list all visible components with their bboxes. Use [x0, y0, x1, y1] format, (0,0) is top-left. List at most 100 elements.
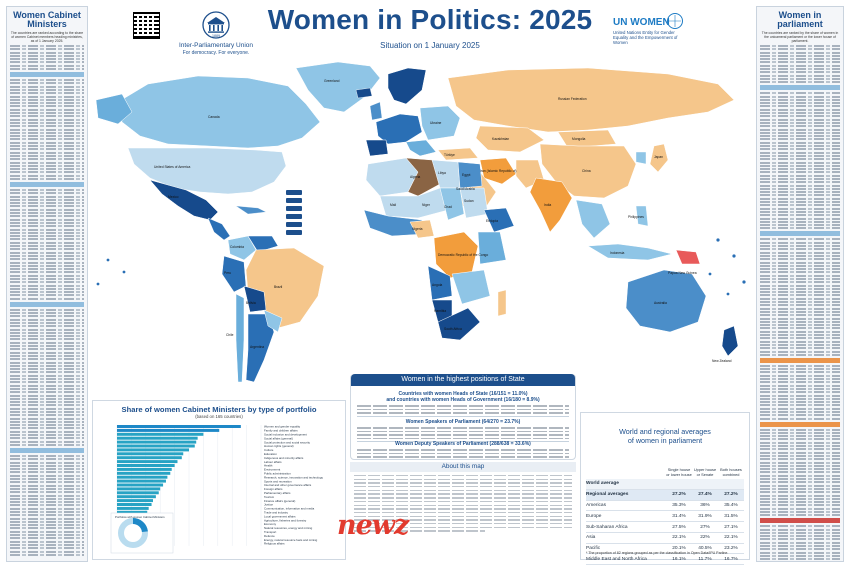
label-brazil: Brazil [274, 285, 283, 289]
table-row [10, 553, 84, 556]
table-row [10, 291, 84, 294]
table-row [760, 410, 840, 413]
chart-category-label: Family and children affairs [264, 429, 298, 433]
country-philippines [635, 205, 649, 227]
regional-averages-table: Single house or lower house Upper house … [586, 467, 744, 566]
table-row [10, 138, 84, 141]
table-row [10, 48, 84, 51]
country-new-zealand [721, 325, 739, 357]
text-line [354, 482, 572, 484]
text-line [354, 515, 572, 517]
table-row [760, 381, 840, 384]
chart-category-label: Trade and industry [264, 511, 289, 515]
table-row [760, 61, 840, 64]
chart-category-label: Justice [264, 503, 273, 507]
table-row [760, 297, 840, 300]
table-row [760, 95, 840, 98]
label-peru: Peru [224, 271, 231, 275]
chart-category-label: Education [264, 452, 277, 456]
country-indonesia [587, 243, 673, 261]
label-philippines: Philippines [628, 215, 644, 219]
table-row [760, 168, 840, 171]
chart-category-label: Economy [264, 522, 277, 526]
label-niger: Niger [422, 203, 431, 207]
table-row [760, 278, 840, 280]
table-row [10, 154, 84, 157]
table-row [760, 92, 840, 95]
table-row [760, 251, 840, 254]
chart-bar [117, 464, 175, 467]
col-single-house: Single house or lower house [666, 467, 692, 477]
table-row [10, 391, 84, 394]
table-row [10, 331, 84, 334]
chart-category-label: Foreign affairs [264, 487, 283, 491]
chart-category-label: Social protection and social security [264, 440, 311, 444]
table-row [760, 448, 840, 451]
country-italy-balkans [405, 139, 437, 157]
chart-category-label: Research, science, innovation and techno… [264, 475, 324, 479]
label-mexico: Mexico [168, 195, 179, 199]
table-row [760, 487, 840, 490]
section-band [10, 181, 84, 187]
chart-bar [117, 425, 241, 428]
about-this-map: About this map [350, 462, 576, 560]
table-row [10, 468, 84, 471]
table-row [10, 294, 84, 297]
qr-code[interactable] [133, 12, 160, 39]
table-row [760, 347, 840, 350]
table-row [760, 504, 840, 507]
country-usa [127, 147, 287, 195]
table-row [10, 218, 84, 221]
heads-of-state-line2: and countries with women Heads of Govern… [386, 397, 540, 403]
chart-bar [117, 499, 153, 503]
donut-label: Portfolios with women Cabinet Ministers [115, 515, 165, 519]
watermark-logo: newz [337, 510, 409, 541]
ipu-year: 1889 [212, 34, 220, 38]
table-row [10, 148, 84, 151]
label-drc: Democratic Republic of the Congo [438, 253, 488, 257]
country-spain-portugal [365, 139, 389, 157]
table-row [10, 264, 84, 267]
table-row [10, 105, 84, 108]
label-japan: Japan [654, 155, 663, 159]
chart-bar [117, 471, 171, 475]
table-row [760, 461, 840, 464]
table-row [10, 325, 84, 328]
table-row [10, 358, 84, 361]
section-band [760, 357, 840, 363]
table-row [760, 404, 840, 407]
regional-title: World and regional averages of women in … [619, 427, 711, 445]
chart-category-label: Human rights (general) [264, 444, 294, 448]
table-row [10, 547, 84, 550]
country-egypt [457, 161, 483, 189]
table-row [10, 58, 84, 61]
label-mali: Mali [390, 203, 396, 207]
table-row [10, 161, 84, 164]
table-row [760, 514, 840, 517]
section-band [760, 231, 840, 237]
chart-bar [117, 460, 178, 464]
text-line [354, 519, 572, 521]
table-row [10, 530, 84, 533]
table-row [760, 145, 840, 148]
table-row [760, 401, 840, 404]
chart-bar [117, 495, 156, 499]
chart-category-label: Social affairs (general) [264, 436, 293, 440]
country-papua-new-guinea [675, 249, 701, 265]
label-papua-new-guinea: Papua New Guinea [668, 271, 697, 275]
table-row [10, 202, 84, 205]
chart-bar [117, 491, 159, 495]
table-row [760, 454, 840, 457]
table-row [760, 350, 840, 353]
table-row [10, 524, 84, 527]
cabinet-ranking-table [10, 45, 84, 556]
world-map[interactable]: Russian Federation United States of Amer… [88, 60, 754, 390]
table-row: Americas 35.3% 36% 35.4% [586, 500, 744, 512]
table-row [10, 504, 84, 507]
table-row [10, 118, 84, 121]
country-india [529, 177, 573, 233]
table-row [10, 517, 84, 520]
section-band [760, 518, 840, 524]
table-row [760, 105, 840, 108]
table-row [10, 394, 84, 397]
